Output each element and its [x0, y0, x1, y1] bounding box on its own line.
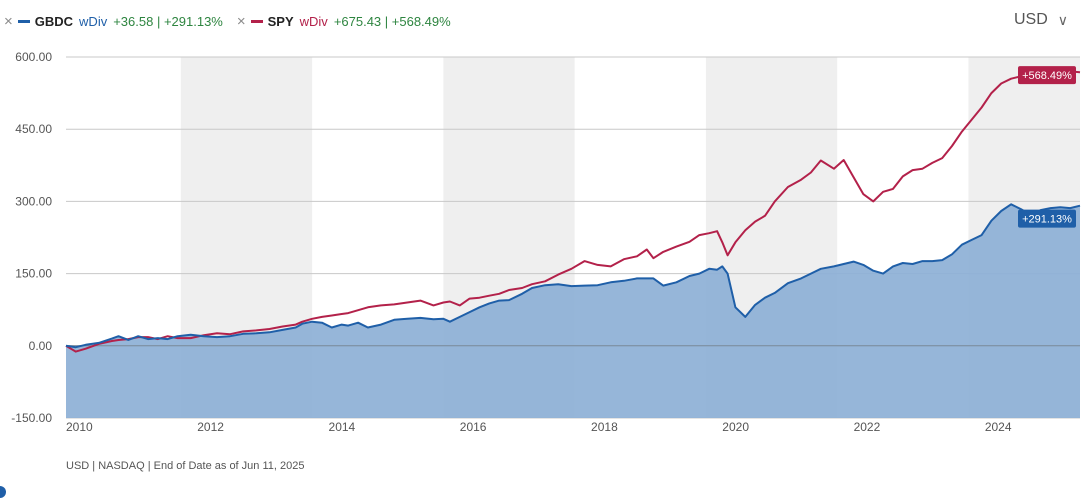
chart-legend: × GBDC wDiv +36.58 | +291.13% × SPY wDiv…: [4, 11, 465, 31]
x-tick-label: 2010: [66, 420, 93, 434]
gbdc-swatch: [17, 19, 30, 23]
spy-end-label-bg: [1018, 66, 1076, 85]
y-tick-label: 150.00: [15, 267, 52, 281]
spy-ticker[interactable]: SPY: [267, 13, 294, 29]
y-tick-label: 450.00: [15, 122, 52, 136]
gbdc-area: [66, 204, 1080, 418]
spy-change: +675.43 | +568.49%: [333, 13, 451, 29]
y-tick-label: 600.00: [15, 50, 52, 64]
y-tick-label: 0.00: [29, 339, 53, 353]
x-tick-label: 2022: [854, 420, 881, 434]
gbdc-line: [65, 203, 1081, 349]
spy-line: [65, 70, 1081, 353]
gbdc-change: +36.58 | +291.13%: [113, 13, 223, 29]
remove-gbdc-icon[interactable]: ×: [4, 12, 13, 30]
gbdc-ticker[interactable]: GBDC: [34, 13, 74, 29]
chart-footnote: USD | NASDAQ | End of Date as of Jun 11,…: [66, 460, 305, 472]
spy-end-label: +568.49%: [1022, 70, 1072, 82]
y-tick-label: 300.00: [15, 194, 52, 208]
x-tick-label: 2016: [460, 420, 487, 434]
corner-dot: [0, 486, 6, 498]
remove-spy-icon[interactable]: ×: [236, 12, 246, 30]
spy-wdiv-toggle[interactable]: wDiv: [299, 13, 328, 29]
currency-label: USD: [1013, 11, 1048, 28]
chevron-down-icon: ∨: [1057, 11, 1068, 28]
x-tick-label: 2020: [722, 420, 749, 434]
x-tick-label: 2018: [591, 420, 618, 434]
gbdc-end-label-bg: [1018, 209, 1076, 228]
x-tick-label: 2014: [329, 420, 356, 434]
currency-selector[interactable]: USD ∨: [1014, 11, 1068, 29]
performance-chart[interactable]: 600.00 450.00 300.00 150.00 0.00 -150.00 2010 2…: [0, 40, 1090, 440]
x-tick-label: 2012: [197, 420, 224, 434]
gbdc-end-label: +291.13%: [1022, 214, 1072, 226]
y-tick-label: -150.00: [11, 411, 52, 425]
x-tick-label: 2024: [985, 420, 1012, 434]
spy-swatch: [250, 19, 263, 23]
gbdc-wdiv-toggle[interactable]: wDiv: [79, 13, 108, 29]
